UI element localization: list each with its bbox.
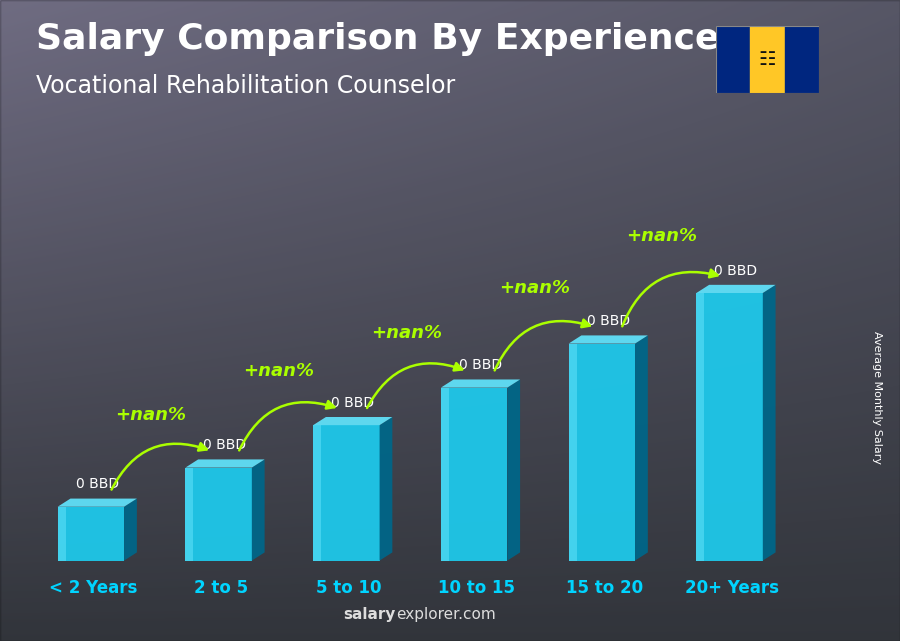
- Text: 15 to 20: 15 to 20: [566, 579, 643, 597]
- Polygon shape: [441, 388, 508, 561]
- Text: +nan%: +nan%: [371, 324, 442, 342]
- Text: 0 BBD: 0 BBD: [587, 314, 630, 328]
- Polygon shape: [185, 467, 252, 561]
- Text: 10 to 15: 10 to 15: [438, 579, 515, 597]
- Text: +nan%: +nan%: [115, 406, 186, 424]
- Text: +nan%: +nan%: [626, 227, 698, 245]
- Polygon shape: [185, 467, 193, 561]
- Polygon shape: [569, 344, 577, 561]
- Text: 5 to 10: 5 to 10: [316, 579, 382, 597]
- Polygon shape: [58, 507, 124, 561]
- Polygon shape: [185, 460, 265, 467]
- Polygon shape: [763, 285, 776, 561]
- Text: 0 BBD: 0 BBD: [715, 263, 758, 278]
- Polygon shape: [508, 379, 520, 561]
- Polygon shape: [313, 425, 380, 561]
- Bar: [716, 26, 750, 93]
- Text: +nan%: +nan%: [499, 279, 570, 297]
- Text: +nan%: +nan%: [243, 362, 314, 380]
- Polygon shape: [124, 499, 137, 561]
- Text: Average Monthly Salary: Average Monthly Salary: [872, 331, 883, 464]
- Polygon shape: [380, 417, 392, 561]
- Polygon shape: [569, 344, 635, 561]
- Text: 0 BBD: 0 BBD: [76, 478, 119, 492]
- Text: 0 BBD: 0 BBD: [459, 358, 502, 372]
- Polygon shape: [697, 293, 763, 561]
- Text: Salary Comparison By Experience: Salary Comparison By Experience: [36, 22, 719, 56]
- Polygon shape: [313, 425, 321, 561]
- Bar: [750, 26, 785, 93]
- Polygon shape: [58, 499, 137, 507]
- Polygon shape: [252, 460, 265, 561]
- Polygon shape: [697, 285, 776, 293]
- Text: 2 to 5: 2 to 5: [194, 579, 248, 597]
- Text: 0 BBD: 0 BBD: [331, 396, 374, 410]
- Polygon shape: [313, 417, 392, 425]
- Text: 20+ Years: 20+ Years: [685, 579, 779, 597]
- Polygon shape: [697, 293, 705, 561]
- Text: Vocational Rehabilitation Counselor: Vocational Rehabilitation Counselor: [36, 74, 455, 97]
- Polygon shape: [569, 335, 648, 344]
- Bar: [785, 26, 819, 93]
- Polygon shape: [441, 388, 449, 561]
- Text: 0 BBD: 0 BBD: [203, 438, 247, 453]
- Text: salary: salary: [344, 607, 396, 622]
- Polygon shape: [58, 507, 66, 561]
- Text: ☷: ☷: [759, 50, 776, 69]
- Text: explorer.com: explorer.com: [396, 607, 496, 622]
- Text: < 2 Years: < 2 Years: [50, 579, 138, 597]
- Polygon shape: [635, 335, 648, 561]
- Polygon shape: [441, 379, 520, 388]
